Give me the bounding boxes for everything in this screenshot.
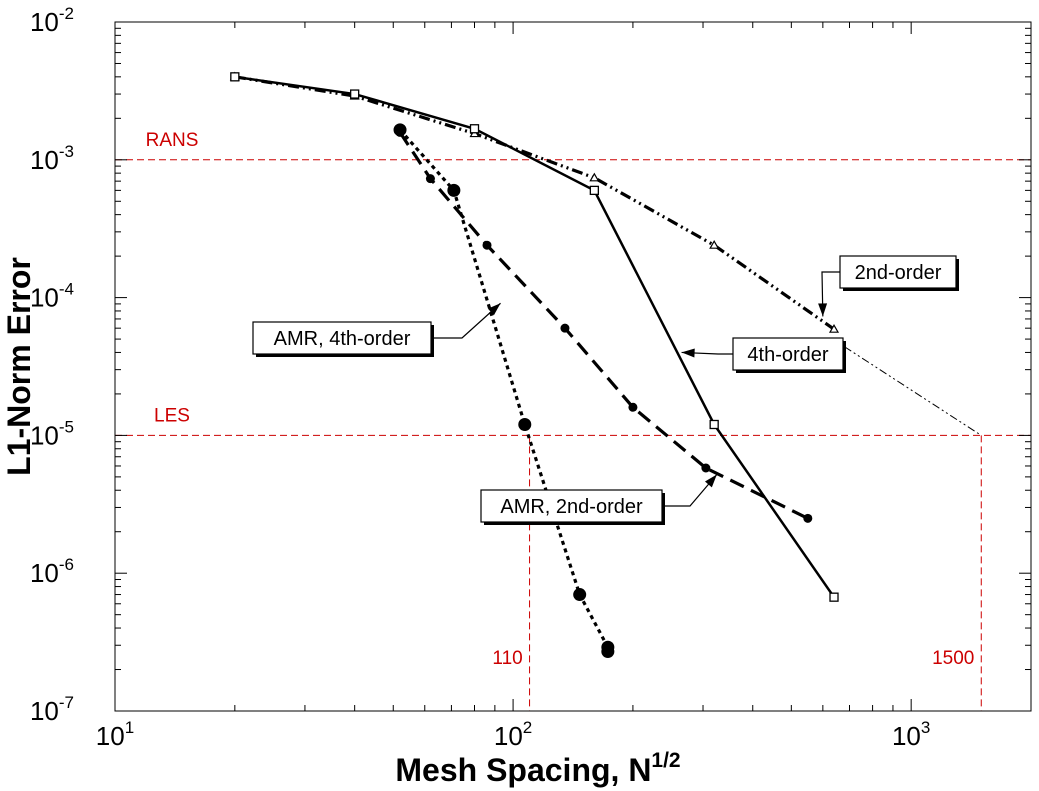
y-tick-exp: -3	[59, 142, 74, 161]
extrapolation-line	[844, 346, 982, 436]
marker-4th-order-0	[230, 72, 240, 82]
annotation-arrowhead-4th-order	[681, 348, 695, 358]
marker-2nd-order-4	[709, 239, 720, 249]
annotation-arrowhead-amr-2nd-order	[704, 474, 717, 488]
series-line-4th-order	[234, 75, 836, 598]
annotation-box-amr-2nd-order	[480, 489, 663, 523]
x-axis-title: Mesh Spacing, N1/2	[395, 749, 680, 788]
marker-amr-2nd-order-2	[482, 240, 492, 250]
vref-label-1500: 1500	[932, 648, 974, 669]
marker-2nd-order-5	[828, 323, 840, 333]
marker-amr-4th-order-3	[573, 588, 587, 602]
reference-lines-layer: RANS LES 110 1500	[115, 130, 1031, 711]
x-tick-label: 102	[494, 718, 532, 751]
x-tick-base: 10	[494, 721, 523, 751]
y-tick-label: 10-5	[30, 417, 74, 450]
annotation-leader-2nd-order	[821, 271, 840, 317]
series-line-amr-2nd-order	[398, 131, 809, 520]
x-tick-base: 10	[892, 721, 921, 751]
y-tick-label: 10-2	[30, 4, 74, 37]
marker-amr-4th-order-5	[601, 645, 615, 659]
annotations-layer: 2nd-order 4th-order AMR, 4th-order AMR, 2nd…	[252, 255, 959, 525]
marker-amr-4th-order-2	[518, 417, 532, 431]
x-axis-title-text: Mesh Spacing, N	[395, 752, 651, 788]
marker-amr-2nd-order-3	[560, 323, 570, 333]
y-tick-label: 10-7	[30, 693, 74, 726]
marker-amr-2nd-order-6	[803, 513, 813, 523]
y-tick-label: 10-4	[30, 280, 74, 313]
ref-label-les: LES	[154, 405, 190, 426]
annotation-arrowhead-amr-4th-order	[487, 303, 501, 316]
marker-amr-2nd-order-1	[425, 174, 435, 184]
x-tick-label: 101	[96, 718, 134, 751]
annotation-arrowhead-2nd-order	[818, 303, 828, 317]
marker-4th-order-2	[469, 124, 480, 134]
marker-amr-2nd-order-0	[395, 127, 405, 137]
x-tick-label: 103	[892, 718, 930, 751]
y-tick-base: 10	[30, 558, 59, 588]
marker-amr-4th-order-1	[447, 183, 461, 197]
annotation-box-4th-order	[732, 337, 844, 371]
marker-4th-order-1	[350, 89, 360, 99]
series-line-amr-4th-order	[398, 128, 610, 652]
x-tick-exp: 3	[921, 718, 930, 737]
marker-4th-order-5	[829, 592, 839, 602]
annotation-text-amr-4th-order: AMR, 4th-order	[274, 328, 411, 350]
y-tick-label: 10-3	[30, 142, 74, 175]
annotation-text-amr-2nd-order: AMR, 2nd-order	[500, 496, 643, 518]
y-tick-base: 10	[30, 696, 59, 726]
annotation-box-amr-4th-order	[252, 321, 432, 355]
y-tick-base: 10	[30, 7, 59, 37]
marker-amr-2nd-order-4	[628, 402, 638, 412]
annotation-leader-amr-2nd-order	[662, 474, 718, 507]
ticks-layer	[114, 21, 1032, 712]
series-line-2nd-order	[234, 75, 835, 331]
marker-4th-order-3	[589, 185, 599, 196]
annotation-text-4th-order: 4th-order	[747, 344, 828, 366]
y-tick-exp: -5	[59, 417, 74, 436]
y-tick-exp: -7	[59, 693, 74, 712]
marker-amr-2nd-order-5	[701, 463, 711, 473]
marker-4th-order-4	[709, 419, 719, 430]
series-layer	[229, 71, 982, 659]
y-axis-title: L1-Norm Error	[1, 257, 37, 476]
plot-frame	[114, 21, 1032, 712]
annotation-leader-amr-4th-order	[431, 302, 501, 339]
marker-2nd-order-3	[589, 172, 600, 182]
y-tick-base: 10	[30, 283, 59, 313]
y-tick-exp: -4	[59, 280, 74, 299]
x-tick-base: 10	[96, 721, 125, 751]
x-tick-exp: 2	[523, 718, 532, 737]
y-tick-exp: -6	[59, 555, 74, 574]
ref-label-rans: RANS	[146, 130, 199, 151]
x-axis-title-sup: 1/2	[651, 749, 680, 772]
annotation-text-2nd-order: 2nd-order	[855, 262, 942, 284]
y-tick-base: 10	[30, 145, 59, 175]
y-tick-label: 10-6	[30, 555, 74, 588]
y-tick-exp: -2	[59, 4, 74, 23]
y-tick-base: 10	[30, 420, 59, 450]
vref-label-110: 110	[492, 648, 522, 669]
x-tick-exp: 1	[125, 718, 134, 737]
annotation-box-2nd-order	[839, 255, 957, 289]
